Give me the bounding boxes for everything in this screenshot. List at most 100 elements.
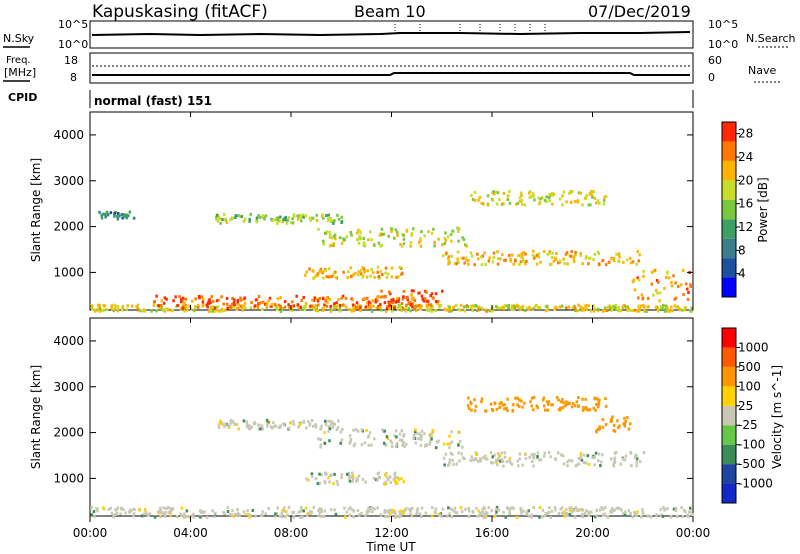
echo-cell (272, 421, 275, 425)
echo-cell (396, 275, 400, 279)
echo-cell (579, 251, 582, 255)
echo-cell (380, 243, 384, 247)
echo-cell (569, 506, 573, 510)
echo-cell (336, 426, 340, 430)
echo-cell (502, 464, 505, 468)
echo-cell (316, 309, 320, 313)
echo-cell (400, 477, 403, 481)
echo-cell (165, 307, 168, 311)
colorbar-tick-label: 500 (738, 360, 761, 374)
echo-cell (455, 462, 459, 466)
echo-cell (632, 308, 636, 312)
echo-cell (541, 398, 545, 402)
echo-cell (598, 201, 601, 205)
echo-cell (107, 507, 111, 511)
echo-cell (336, 482, 340, 486)
echo-cell (119, 512, 122, 516)
echo-cell (419, 515, 423, 519)
echo-cell (597, 263, 601, 267)
echo-cell (356, 478, 359, 482)
echo-cell (480, 201, 484, 205)
echo-cell (104, 215, 107, 219)
echo-cell (242, 304, 246, 308)
echo-cell (623, 458, 627, 462)
echo-cell (559, 406, 562, 410)
echo-cell (437, 237, 440, 241)
echo-cell (629, 451, 632, 455)
echo-cell (223, 512, 227, 516)
echo-cell (330, 473, 333, 477)
echo-cell (457, 307, 460, 311)
echo-cell (411, 302, 414, 306)
echo-cell (393, 471, 397, 475)
echo-cell (430, 309, 433, 313)
echo-cell (193, 308, 196, 312)
echo-cell (335, 304, 338, 308)
echo-cell (267, 506, 270, 510)
echo-cell (321, 239, 325, 243)
echo-cell (251, 508, 255, 512)
echo-cell (390, 309, 394, 313)
echo-cell (341, 428, 344, 432)
echo-cell (316, 299, 320, 303)
echo-cell (456, 257, 460, 261)
echo-cell (299, 515, 302, 519)
echo-cell (450, 254, 454, 258)
echo-cell (249, 306, 253, 310)
echo-cell (502, 510, 505, 514)
echo-cell (332, 221, 335, 225)
echo-cell (288, 305, 291, 309)
echo-cell (441, 243, 444, 247)
echo-cell (687, 291, 690, 295)
colorbar-tick-label: -25 (738, 418, 758, 432)
echo-cell (373, 437, 376, 441)
echo-cell (115, 508, 118, 512)
echo-cell (455, 261, 459, 265)
echo-cell (416, 510, 419, 514)
colorbar-tick-label: 12 (738, 220, 753, 234)
echo-cell (103, 304, 107, 308)
echo-cell (607, 305, 610, 309)
echo-cell (484, 262, 487, 266)
echo-cell (456, 250, 460, 254)
echo-cell (234, 423, 237, 427)
echo-cell (453, 506, 457, 510)
echo-cell (364, 480, 367, 484)
echo-cell (182, 515, 186, 519)
noise-search-label: N.Search (746, 32, 796, 45)
echo-cell (623, 424, 627, 428)
echo-cell (488, 309, 491, 313)
echo-cell (433, 241, 437, 245)
echo-cell (471, 197, 475, 201)
echo-cell (597, 427, 601, 431)
echo-cell (417, 291, 420, 295)
echo-cell (302, 419, 305, 423)
echo-cell (317, 437, 320, 441)
echo-cell (327, 217, 330, 221)
echo-cell (143, 309, 147, 313)
echo-cell (235, 422, 239, 426)
echo-cell (368, 431, 372, 435)
colorbar-tick-label: 24 (738, 150, 753, 164)
echo-cell (462, 305, 466, 309)
echo-cell (597, 400, 600, 404)
echo-cell (483, 251, 486, 255)
echo-cell (565, 400, 568, 404)
echo-cell (312, 505, 316, 509)
echo-cell (329, 233, 332, 237)
echo-cell (613, 306, 617, 310)
echo-cell (377, 475, 381, 479)
echo-cell (532, 256, 536, 260)
echo-cell (584, 256, 588, 260)
echo-cell (219, 419, 222, 423)
echo-cell (492, 255, 496, 259)
echo-cell (393, 434, 396, 438)
colorbar-tick-label: 100 (738, 379, 761, 393)
echo-cell (639, 304, 643, 308)
echo-cell (568, 401, 571, 405)
echo-cell (538, 202, 541, 206)
echo-cell (427, 230, 430, 234)
echo-cell (608, 260, 611, 264)
echo-cell (311, 216, 315, 220)
x-axis-label: Time UT (365, 540, 416, 554)
